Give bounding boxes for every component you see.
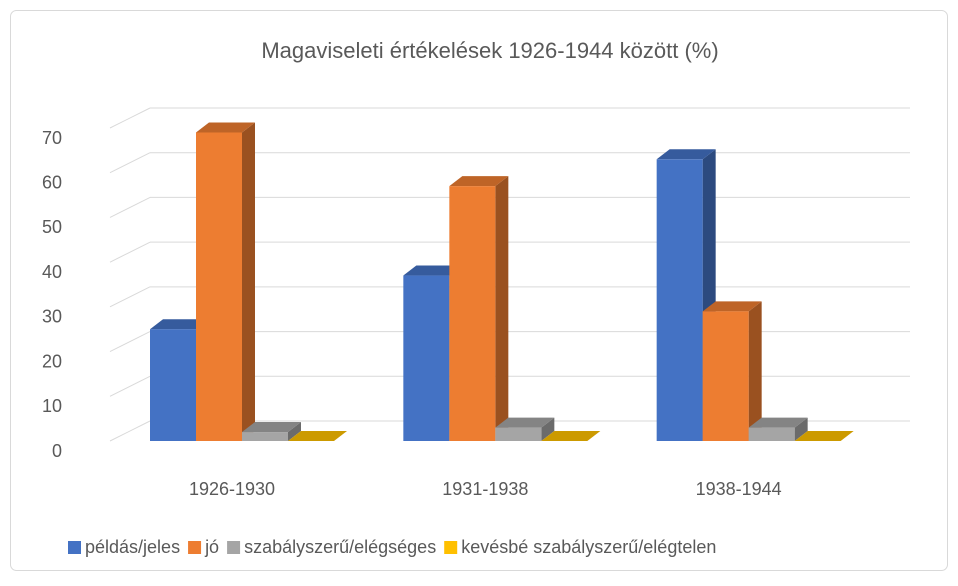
legend-label: szabályszerű/elégséges: [244, 537, 436, 557]
grid-line-floor: [109, 420, 151, 442]
grid-line-floor: [109, 152, 151, 174]
chart-title: Magaviseleti értékelések 1926-1944 közöt…: [261, 38, 718, 63]
bar-top: [748, 417, 808, 428]
bar-top: [449, 176, 509, 187]
bar-side: [541, 417, 555, 441]
bar-top: [288, 431, 347, 441]
x-tick-label: 1938-1944: [696, 479, 782, 499]
bar-top: [242, 422, 301, 433]
bar: [748, 427, 795, 441]
grid-line-floor: [109, 107, 151, 129]
bar-side: [495, 176, 509, 441]
bar-side: [288, 422, 301, 441]
y-tick-label: 70: [42, 128, 62, 148]
bar-side: [794, 417, 808, 441]
bar: [495, 427, 542, 441]
bar: [242, 432, 288, 441]
y-tick-label: 40: [42, 262, 62, 282]
legend-swatch: [68, 541, 81, 554]
legend: példás/jeles jó szabályszerű/elégséges kevé…: [68, 537, 716, 557]
y-tick-label: 30: [42, 307, 62, 327]
x-tick-label: 1931-1938: [442, 479, 528, 499]
legend-swatch: [188, 541, 202, 554]
legend-swatch: [227, 541, 241, 554]
y-tick-label: 10: [42, 396, 62, 416]
bar-top: [403, 265, 463, 276]
grid-line-floor: [109, 331, 151, 353]
bar: [196, 132, 242, 441]
grid-line-floor: [109, 196, 151, 218]
grid-line-floor: [109, 375, 151, 397]
legend-swatch: [444, 541, 458, 554]
bar-top: [702, 301, 762, 312]
x-tick-label: 1926-1930: [189, 479, 275, 499]
bar-side: [748, 301, 762, 441]
bar: [449, 186, 496, 441]
bar-top: [150, 319, 209, 330]
bar: [150, 329, 196, 441]
y-tick-label: 60: [42, 172, 62, 192]
y-tick-label: 20: [42, 351, 62, 371]
bar: [656, 159, 703, 442]
bar-top: [541, 431, 601, 441]
y-tick-label: 50: [42, 217, 62, 237]
bar-top: [794, 431, 854, 441]
bar-side: [242, 122, 255, 441]
y-tick-label: 0: [52, 441, 62, 461]
bar: [702, 311, 749, 441]
bar-top: [656, 149, 716, 160]
bar: [403, 275, 450, 441]
legend-label: példás/jeles: [85, 537, 180, 557]
legend-label: kevésbé szabályszerű/elégtelen: [461, 537, 716, 557]
grid-line-floor: [109, 241, 151, 263]
bar-top: [495, 417, 555, 428]
legend-label: jó: [204, 537, 219, 557]
bar-top: [196, 122, 255, 133]
grid-line-floor: [109, 286, 151, 308]
